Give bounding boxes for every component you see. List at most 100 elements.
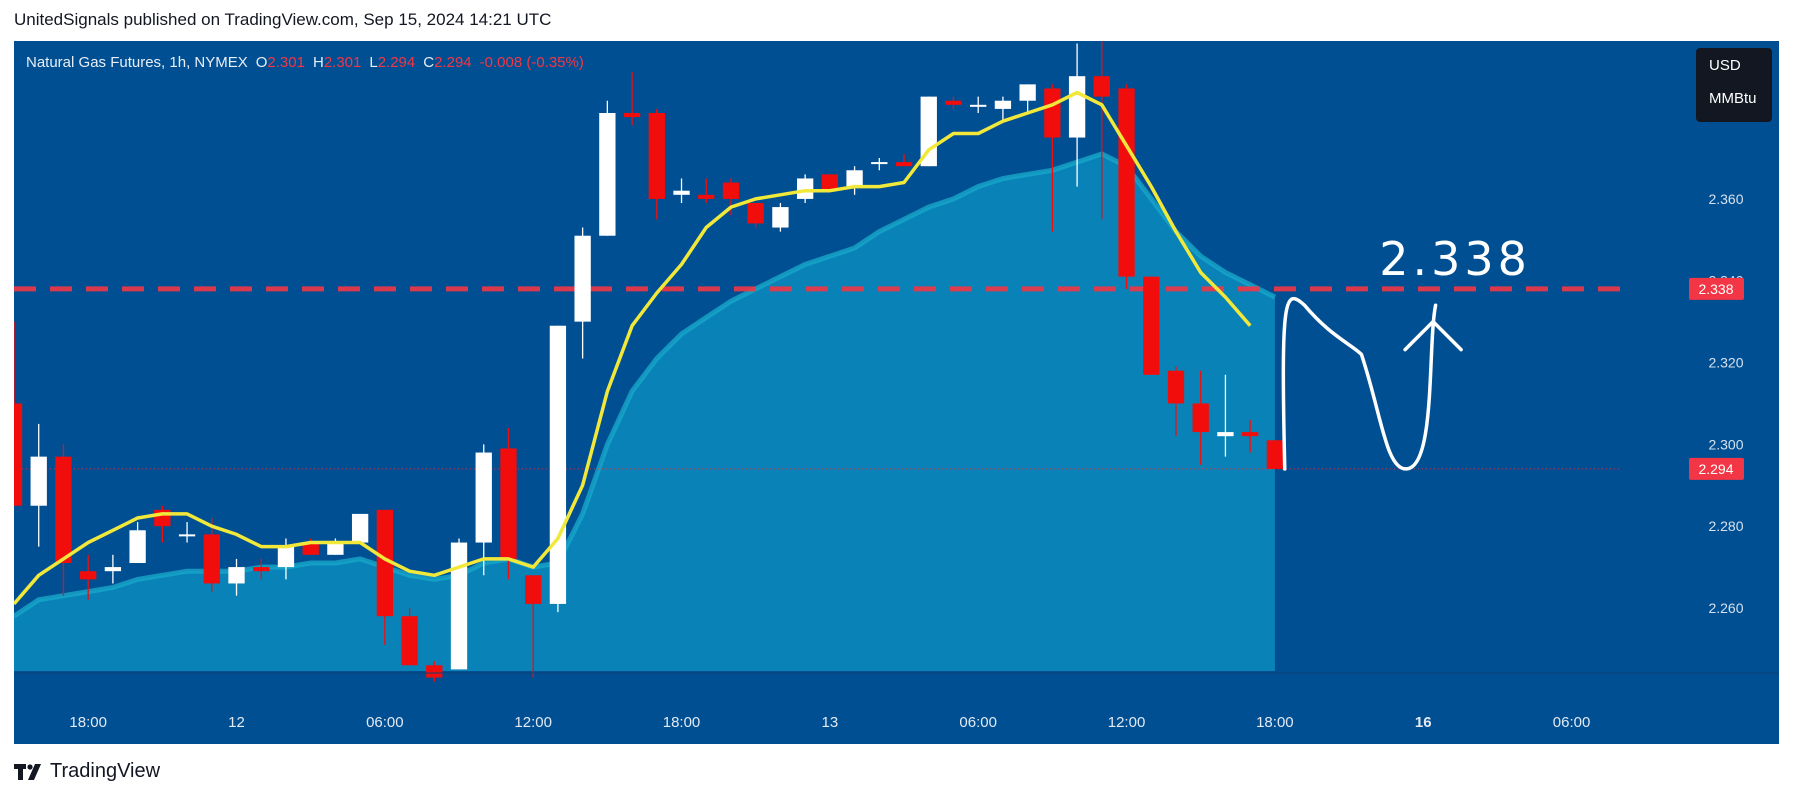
candle-body <box>970 104 987 107</box>
unit-label: MMBtu <box>1709 90 1757 107</box>
close-value: 2.294 <box>434 54 472 71</box>
candle-body <box>104 567 122 572</box>
candle-body <box>574 235 591 322</box>
candles-group <box>14 41 1284 682</box>
y-tick-label: 2.280 <box>1708 518 1743 534</box>
candle-body <box>772 207 789 228</box>
candle-body <box>1093 76 1110 97</box>
area-indicator <box>14 151 1277 671</box>
footer-branding[interactable]: TradingView <box>14 760 160 783</box>
y-tick-label: 2.260 <box>1708 600 1743 616</box>
candle-body <box>500 448 517 559</box>
annotation-price-text: 2.338 <box>1379 232 1531 286</box>
open-value: 2.301 <box>267 54 305 71</box>
projection-path <box>1281 296 1438 471</box>
chart-panel[interactable]: 2.338 2.3602.3402.3202.3002.2802.2602.33… <box>14 41 1779 744</box>
x-tick-label: 06:00 <box>366 714 404 731</box>
candle-body <box>525 575 542 604</box>
x-tick-label: 18:00 <box>663 714 701 731</box>
x-tick-label: 06:00 <box>1553 714 1591 731</box>
tradingview-brand: TradingView <box>50 760 161 782</box>
candle-body <box>747 203 764 224</box>
candle-body <box>203 534 220 584</box>
x-tick-label: 12:00 <box>1108 714 1146 731</box>
tradingview-logo-icon <box>14 763 41 780</box>
high-value: 2.301 <box>323 54 362 71</box>
candle-body <box>1241 432 1259 437</box>
candle-body <box>351 513 369 543</box>
arrow-up-icon <box>1403 319 1463 352</box>
candle-body <box>228 567 245 584</box>
annotation-group: 2.338 <box>1281 232 1531 471</box>
currency-label: USD <box>1709 57 1741 74</box>
candle-body <box>1019 84 1036 101</box>
candle-body <box>846 170 863 187</box>
candle-body <box>178 534 196 537</box>
candle-body <box>401 616 418 666</box>
candle-body <box>821 174 839 191</box>
candle-body <box>302 542 319 555</box>
candle-body <box>722 182 740 199</box>
candle-body <box>277 546 295 568</box>
candle-body <box>1118 88 1135 277</box>
candle-body <box>796 178 814 199</box>
x-tick-label: 06:00 <box>959 714 997 731</box>
x-tick-label: 18:00 <box>69 714 107 731</box>
moving-average-group <box>14 90 1252 606</box>
candle-body <box>599 113 616 236</box>
candle-body <box>253 567 270 572</box>
candle-body <box>1068 76 1086 138</box>
candle-body <box>80 571 97 580</box>
candle-body <box>475 452 492 543</box>
high-label: H <box>312 54 324 71</box>
change-value: -0.008 (-0.35%) <box>479 54 584 71</box>
candle-body <box>426 665 443 678</box>
candle-body <box>1266 440 1284 469</box>
candle-body <box>55 456 72 563</box>
currency-unit-badge[interactable]: USD MMBtu <box>1696 48 1772 122</box>
last-price-tag-bg <box>1689 457 1744 480</box>
y-tick-label: 2.300 <box>1708 436 1743 452</box>
candle-body <box>871 162 888 165</box>
chart-canvas[interactable]: 2.338 2.3602.3402.3202.3002.2802.2602.33… <box>14 41 1779 744</box>
candle-body <box>1167 370 1185 404</box>
close-label: C <box>423 54 435 71</box>
x-tick-label: 12:00 <box>514 714 552 731</box>
area-fill <box>14 153 1275 671</box>
level-price-tag-bg <box>1689 277 1744 300</box>
symbol-title: Natural Gas Futures, 1h, NYMEX <box>26 54 248 71</box>
ohlc-legend: Natural Gas Futures, 1h, NYMEX O2.301 H2.3… <box>26 54 584 71</box>
low-label: L <box>369 54 378 71</box>
candle-body <box>994 100 1012 109</box>
x-tick-label: 18:00 <box>1256 714 1294 731</box>
candle-body <box>945 100 962 105</box>
candle-body <box>129 530 146 563</box>
open-label: O <box>255 54 268 71</box>
candle-body <box>14 403 23 506</box>
ma-line <box>14 90 1252 606</box>
candle-body <box>648 113 665 199</box>
candle-body <box>549 325 567 604</box>
candle-body <box>1143 276 1160 375</box>
level-line-group <box>14 286 1621 470</box>
candle-body <box>623 113 641 118</box>
candle-body <box>698 194 715 199</box>
candle-body <box>1217 432 1234 437</box>
last-price-tag: 2.294 <box>1698 461 1733 477</box>
low-value: 2.294 <box>377 54 416 71</box>
candle-body <box>1192 403 1209 433</box>
y-tick-label: 2.320 <box>1708 355 1743 371</box>
candle-body <box>30 456 47 506</box>
area-line <box>14 151 1277 619</box>
candle-body <box>673 190 690 195</box>
candle-body <box>327 542 344 555</box>
candle-body <box>1044 88 1061 138</box>
x-tick-label: 16 <box>1415 714 1432 731</box>
x-tick-label: 12 <box>228 714 245 731</box>
candle-body <box>376 509 394 617</box>
candle-body <box>450 542 468 670</box>
axes-group: 2.3602.3402.3202.3002.2802.2602.3382.294… <box>14 191 1779 731</box>
publication-header: UnitedSignals published on TradingView.c… <box>14 10 552 29</box>
y-tick-label: 2.360 <box>1708 191 1743 207</box>
x-tick-label: 13 <box>822 714 839 731</box>
